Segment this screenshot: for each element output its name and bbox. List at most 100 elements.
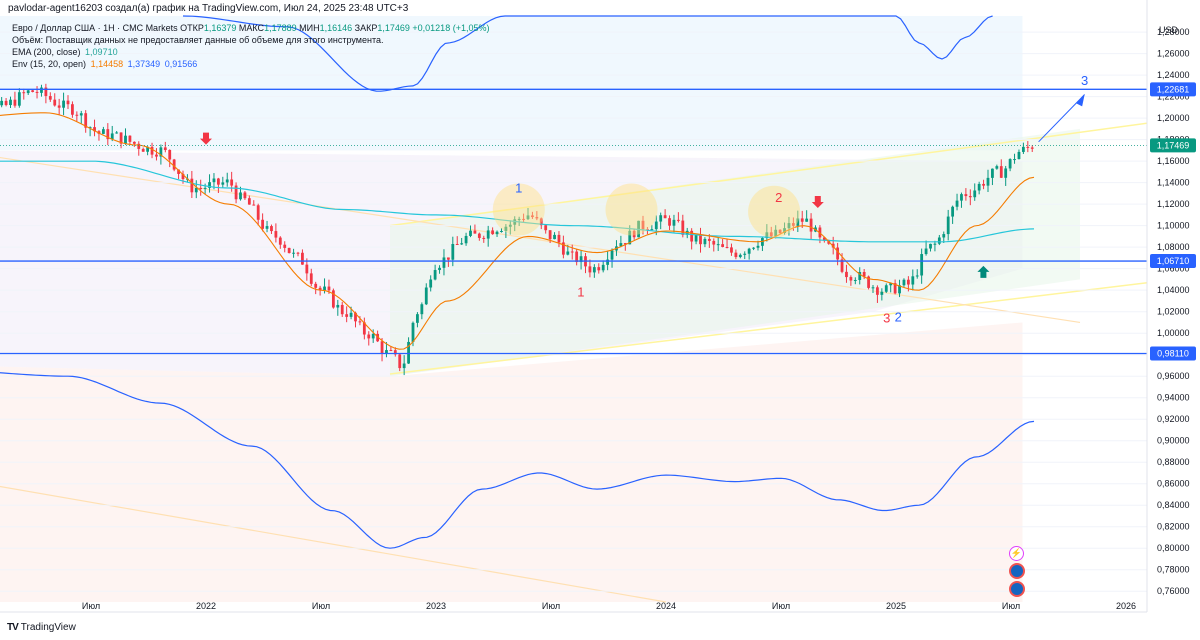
legend-ema-row[interactable]: EMA (200, close) 1,09710	[12, 46, 489, 58]
candle	[1004, 165, 1008, 186]
legend-open-label: ОТКР	[180, 23, 204, 33]
y-tick-label: 0,96000	[1157, 371, 1190, 381]
candle-body	[659, 215, 663, 222]
brand[interactable]: TV TradingView	[7, 622, 76, 633]
candle	[508, 220, 512, 235]
candle-body	[301, 252, 304, 265]
candle-body	[920, 254, 924, 276]
rising-channel-zone	[390, 128, 1080, 377]
flag-event-icon[interactable]	[1009, 563, 1025, 579]
candle-body	[500, 230, 503, 232]
candle-body	[469, 230, 472, 236]
candle-body	[668, 218, 671, 226]
candle-body	[557, 234, 561, 243]
candle-body	[199, 188, 203, 190]
candle	[491, 227, 495, 235]
candle-body	[973, 190, 977, 198]
candle-body	[876, 287, 879, 295]
candle-body	[305, 264, 309, 274]
candle	[62, 92, 65, 116]
candle-body	[203, 187, 207, 189]
candle	[247, 195, 251, 205]
candle-body	[641, 220, 645, 230]
candle-body	[902, 279, 906, 286]
candle-body	[654, 221, 658, 230]
candle	[155, 148, 158, 161]
candle	[986, 169, 990, 192]
candle-body	[141, 148, 145, 152]
candle	[35, 86, 39, 99]
candle-body	[110, 133, 114, 140]
projection-arrow-head	[1075, 94, 1085, 107]
candle	[101, 126, 105, 135]
candle	[999, 159, 1003, 179]
candle-body	[442, 257, 446, 268]
candle	[911, 269, 915, 291]
flag-event-icon[interactable]	[1009, 581, 1025, 597]
candle-body	[867, 276, 870, 288]
candle-body	[1013, 159, 1016, 161]
candle-body	[592, 267, 596, 273]
candle-body	[712, 240, 716, 245]
candle	[539, 217, 543, 230]
candle-body	[862, 272, 866, 277]
y-tick-label: 0,90000	[1157, 436, 1190, 446]
candle-body	[575, 251, 579, 263]
candle	[942, 231, 946, 244]
y-tick-label: 1,20000	[1157, 113, 1190, 123]
candle-body	[239, 192, 242, 200]
candle	[982, 179, 985, 190]
candle-body	[787, 223, 791, 229]
lightning-event-icon[interactable]: ⚡	[1009, 546, 1024, 561]
candle-body	[991, 168, 994, 178]
candle	[168, 149, 172, 168]
candle-body	[252, 204, 256, 206]
candle	[663, 209, 667, 219]
legend-env-row[interactable]: Env (15, 20, open) 1,14458 1,37349 0,915…	[12, 58, 489, 70]
candle-body	[960, 194, 963, 201]
y-tick-label: 0,84000	[1157, 500, 1190, 510]
candle	[703, 237, 707, 248]
rising-channel-top-line	[389, 115, 1200, 227]
candle	[522, 213, 525, 223]
candle-body	[358, 321, 362, 323]
legend-symbol[interactable]: Евро / Доллар США · 1Н · CMC Markets	[12, 23, 178, 33]
candle	[893, 279, 897, 295]
candle	[937, 234, 941, 246]
candle-body	[420, 304, 424, 315]
price-tag-text: 1,06710	[1157, 256, 1190, 266]
candle-body	[31, 90, 35, 92]
candle	[853, 277, 857, 285]
candle-body	[610, 250, 614, 260]
candle-body	[672, 219, 676, 226]
candle-body	[159, 147, 163, 157]
candle	[455, 236, 459, 245]
candle-body	[278, 237, 282, 245]
candle	[385, 342, 388, 358]
legend-env-lower: 0,91566	[164, 59, 198, 69]
candle	[738, 253, 742, 259]
candle	[429, 275, 433, 292]
candle-body	[986, 177, 990, 186]
candle	[805, 210, 809, 222]
candle	[933, 240, 937, 252]
candle	[889, 282, 893, 293]
background-zones	[0, 16, 1200, 603]
candle-body	[345, 314, 349, 317]
candle-body	[743, 253, 747, 255]
candle	[526, 207, 530, 221]
candle-body	[791, 223, 795, 226]
candle	[858, 267, 862, 285]
candle-body	[438, 267, 441, 271]
candle	[884, 283, 888, 294]
candle	[26, 89, 30, 95]
candle	[438, 265, 441, 274]
candle	[946, 209, 950, 241]
candle-body	[270, 226, 273, 232]
candle	[553, 232, 556, 240]
y-tick-label: 1,04000	[1157, 285, 1190, 295]
y-tick-label: 0,92000	[1157, 414, 1190, 424]
candle-body	[318, 287, 322, 291]
candle	[128, 135, 132, 145]
